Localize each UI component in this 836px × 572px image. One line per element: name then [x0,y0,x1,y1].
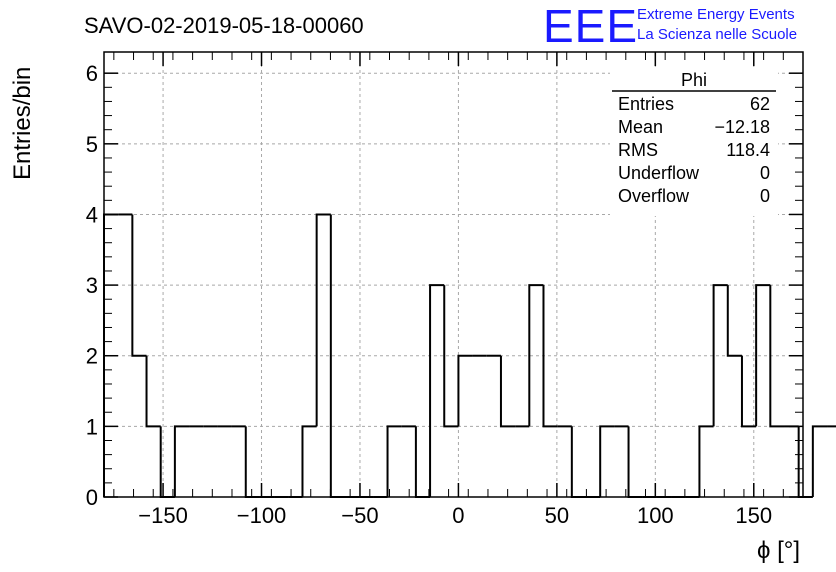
y-tick-label: 3 [86,273,98,298]
histogram-bin [315,213,331,427]
stats-box: Phi Entries 62 Mean −12.18 RMS 118.4 Underflow… [610,68,778,216]
histogram-bin [712,284,728,427]
x-tick-label: −50 [341,503,378,528]
histogram-bin [457,354,473,427]
logo-line-1: Extreme Energy Events [637,6,795,23]
histogram-bin [698,425,714,497]
histogram-bin [528,284,544,427]
histogram-bin [145,355,161,428]
histogram-bin [443,285,459,428]
y-tick-label: 2 [86,344,98,369]
x-tick-label: −150 [138,503,188,528]
stats-value: 62 [750,94,770,114]
histogram-bin [429,284,445,497]
stats-value: −12.18 [714,117,770,137]
histogram-bin [173,425,190,497]
logo-mark: EEE [543,0,638,52]
histogram-bin [499,355,516,428]
axes [103,51,804,498]
x-tick-label: 150 [735,503,772,528]
histogram-bin [755,284,771,427]
histogram-bin [811,425,828,497]
histogram-bin [386,425,402,497]
stats-title: Phi [681,70,707,90]
x-tick-label: 100 [637,503,674,528]
histogram-bin [599,425,615,497]
histogram-bin [244,426,260,498]
y-tick-label: 4 [86,202,98,227]
stats-label: Entries [618,94,674,114]
x-axis-title: ϕ [°] [757,537,800,564]
stats-label: Overflow [618,186,690,206]
stats-box-background [610,68,778,216]
y-tick-label: 0 [86,485,98,510]
x-tick-label: −100 [237,503,287,528]
histogram-bin [726,285,742,357]
stats-label: Underflow [618,163,700,183]
stats-label: Mean [618,117,663,137]
histogram-bin [301,425,317,497]
x-tick-label: 50 [545,503,569,528]
histogram-bin [131,214,147,357]
chart-title: SAVO-02-2019-05-18-00060 [84,13,364,38]
tick-labels: −150 −100 −50 0 50 100 150 0 1 2 3 4 5 6 [86,61,772,528]
y-tick-label: 6 [86,61,98,86]
logo-line-2: La Scienza nelle Scuole [637,26,797,43]
histogram-bin [769,285,785,428]
x-tick-label: 0 [452,503,464,528]
y-axis-title: Entries/bin [9,67,36,180]
histogram-bin [797,426,813,498]
y-tick-label: 5 [86,132,98,157]
histogram-bin [414,426,431,498]
stats-value: 0 [760,163,770,183]
y-tick-label: 1 [86,414,98,439]
stats-value: 0 [760,186,770,206]
stats-value: 118.4 [726,140,770,160]
stats-rows: Entries 62 Mean −12.18 RMS 118.4 Underflow 0 Ove… [618,94,770,206]
histogram-bin [740,355,757,428]
eee-logo: EEE Extreme Energy Events La Scienza nel… [543,0,797,52]
histogram-bin [570,426,587,498]
plot-frame [103,51,804,498]
stats-label: RMS [618,140,658,160]
histogram-bin [542,285,558,428]
histogram-bin [627,426,643,498]
